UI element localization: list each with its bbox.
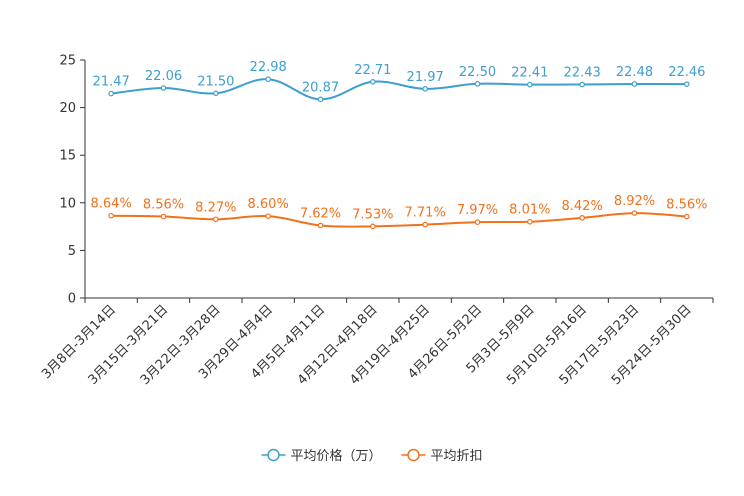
- series-0: 21.47 22.06 21.50 22.98 20.87 22.71 21.97 22.50…: [93, 60, 705, 103]
- data-label: 8.56%: [143, 198, 184, 213]
- data-label: 22.48: [616, 65, 653, 80]
- data-point[interactable]: [160, 213, 167, 220]
- data-label: 22.50: [459, 65, 496, 80]
- data-point[interactable]: [631, 81, 638, 87]
- data-point[interactable]: [213, 216, 219, 223]
- data-point[interactable]: [265, 76, 271, 83]
- legend[interactable]: 平均价格（万） 平均折扣: [261, 448, 483, 464]
- data-point[interactable]: [317, 222, 324, 229]
- data-point[interactable]: [317, 96, 324, 103]
- data-point[interactable]: [631, 210, 638, 216]
- data-label: 8.27%: [195, 200, 236, 215]
- data-label: 8.60%: [248, 197, 289, 212]
- data-label: 8.92%: [614, 194, 655, 209]
- x-axis: 3月8日-3月14日3月15日-3月21日3月22日-3月28日3月29日-4月…: [39, 297, 714, 388]
- data-point[interactable]: [108, 90, 114, 97]
- y-tick-label: 20: [59, 101, 76, 116]
- data-label: 21.47: [93, 75, 130, 90]
- data-point[interactable]: [579, 81, 585, 88]
- series-layer: 21.47 22.06 21.50 22.98 20.87 22.71 21.97 22.50…: [91, 60, 707, 230]
- data-label: 8.01%: [509, 203, 550, 218]
- data-point[interactable]: [422, 221, 428, 228]
- data-label: 22.43: [564, 65, 601, 80]
- data-point[interactable]: [213, 90, 219, 97]
- data-label: 22.71: [354, 63, 391, 78]
- data-label: 8.64%: [91, 197, 132, 212]
- data-label: 7.62%: [300, 206, 341, 221]
- legend-label: 平均折扣: [431, 449, 483, 464]
- data-point[interactable]: [370, 223, 376, 230]
- y-tick-label: 15: [59, 149, 76, 164]
- data-point[interactable]: [422, 86, 428, 92]
- y-tick-label: 5: [68, 244, 76, 259]
- data-label: 22.46: [668, 65, 705, 80]
- data-label: 20.87: [302, 80, 339, 95]
- data-label: 7.71%: [405, 206, 446, 221]
- data-point[interactable]: [527, 218, 533, 225]
- legend-marker-icon: [267, 448, 280, 462]
- data-label: 22.41: [511, 66, 548, 81]
- data-point[interactable]: [160, 85, 167, 91]
- data-point[interactable]: [474, 81, 481, 87]
- data-point[interactable]: [108, 212, 114, 219]
- legend-item-0[interactable]: 平均价格（万）: [261, 448, 382, 464]
- data-point[interactable]: [579, 215, 585, 221]
- series-1: 8.64% 8.56% 8.27% 8.60% 7.62% 7.53% 7.71% 7.97%…: [91, 194, 707, 230]
- legend-label: 平均价格（万）: [290, 448, 381, 464]
- data-label: 22.98: [250, 60, 287, 75]
- data-point[interactable]: [474, 219, 481, 225]
- data-point[interactable]: [370, 79, 376, 85]
- series-line: [111, 212, 687, 228]
- y-axis: 0 5 10 15 20 25: [59, 54, 86, 307]
- data-label: 8.56%: [666, 198, 707, 213]
- y-tick-label: 10: [59, 196, 76, 211]
- data-point[interactable]: [684, 81, 690, 87]
- data-label: 7.53%: [352, 207, 393, 222]
- data-label: 8.42%: [562, 199, 603, 214]
- legend-marker-icon: [407, 448, 420, 462]
- data-label: 21.50: [197, 74, 234, 89]
- data-point[interactable]: [684, 213, 690, 220]
- y-tick-label: 25: [59, 54, 76, 69]
- data-label: 21.97: [407, 70, 444, 85]
- series-line: [111, 78, 687, 101]
- legend-item-1[interactable]: 平均折扣: [401, 448, 483, 464]
- data-point[interactable]: [265, 213, 271, 219]
- data-point[interactable]: [527, 81, 533, 88]
- y-tick-label: 0: [68, 292, 76, 307]
- data-label: 22.06: [145, 69, 182, 84]
- data-label: 7.97%: [457, 203, 498, 218]
